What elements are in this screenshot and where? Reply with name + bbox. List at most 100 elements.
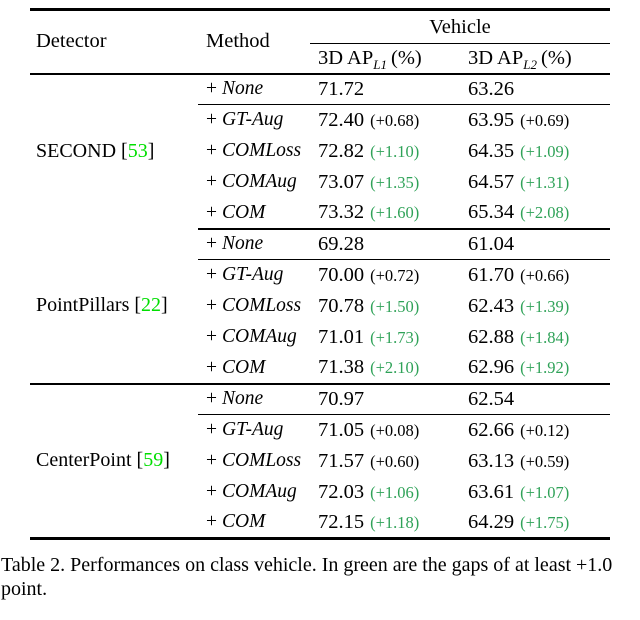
citation-link[interactable]: [22]	[134, 294, 167, 316]
ap-l2-cell: 63.61 (+1.07)	[460, 477, 610, 508]
ap-l2-cell: 63.95 (+0.69)	[460, 105, 610, 136]
table-caption: Table 2. Performances on class vehicle. …	[1, 554, 613, 601]
ap-l1-cell: 72.03 (+1.06)	[310, 477, 460, 508]
ap-l1-value: 72.15	[318, 510, 365, 533]
cite-number: 53	[127, 140, 148, 162]
method-plus: +	[206, 450, 217, 471]
ap-l1-value: 71.72	[318, 77, 365, 100]
citation-link[interactable]: [53]	[121, 140, 154, 162]
ap-l2-delta: (+0.59)	[520, 451, 570, 471]
ap-l2-value: 61.70	[468, 263, 515, 286]
ap-l1-delta: (+1.18)	[370, 512, 420, 532]
table-row: + GT-Aug 72.40 (+0.68) 63.95 (+0.69)	[30, 105, 610, 136]
ap-l1-delta: (+1.06)	[370, 482, 420, 502]
method-label: COMAug	[222, 326, 297, 347]
ap-l2-delta: (+0.66)	[520, 265, 570, 285]
ap-l2-value: 63.61	[468, 480, 515, 503]
ap-l2-value: 64.29	[468, 510, 515, 533]
ap-l2-header-prefix: 3D AP	[468, 46, 524, 69]
ap-l1-value: 70.97	[318, 387, 365, 410]
ap-l2-cell: 63.26	[460, 73, 611, 105]
method-label: None	[222, 78, 264, 100]
results-table: Detector Method Vehicle 3D APL1 (%) 3D AP…	[30, 8, 611, 540]
ap-l2-cell: 63.13 (+0.59)	[460, 446, 610, 477]
method-plus: +	[206, 295, 217, 316]
ap-l1-cell: 71.72	[310, 73, 460, 105]
ap-l2-delta: (+1.75)	[520, 512, 570, 532]
detector-cell: PointPillars [22]	[30, 228, 198, 385]
ap-l2-value: 62.88	[468, 325, 515, 348]
method-cell: + GT-Aug	[198, 415, 310, 446]
ap-l2-cell: 61.04	[460, 228, 611, 260]
method-label: GT-Aug	[222, 419, 284, 441]
ap-l1-value: 73.32	[318, 201, 365, 223]
method-label: COMAug	[222, 171, 297, 192]
column-header-method: Method	[198, 9, 310, 75]
method-cell: + COMAug	[198, 477, 310, 508]
cite-bracket-close: ]	[163, 449, 170, 472]
method-label: COM	[222, 201, 266, 223]
ap-l1-cell: 71.05 (+0.08)	[310, 415, 460, 446]
ap-l2-cell: 62.54	[460, 383, 611, 415]
ap-l1-cell: 70.00 (+0.72)	[310, 260, 460, 291]
method-label: COMLoss	[222, 140, 302, 161]
ap-l1-value: 70.78	[318, 294, 365, 317]
ap-l2-header-suffix: (%)	[541, 46, 572, 69]
method-cell: + COM	[198, 508, 310, 539]
ap-l2-delta: (+1.09)	[520, 141, 570, 161]
ap-l2-subscript: L2	[523, 56, 537, 72]
detector-cell: CenterPoint [59]	[30, 383, 198, 540]
table-row: + COMLoss 70.78 (+1.50) 62.43 (+1.39)	[30, 291, 610, 322]
method-cell: + COM	[198, 197, 310, 230]
ap-l2-delta: (+0.69)	[520, 110, 570, 130]
method-cell: + None	[198, 73, 310, 105]
method-cell: + GT-Aug	[198, 105, 310, 136]
method-label: COMAug	[222, 481, 297, 502]
ap-l1-value: 71.57	[318, 449, 365, 472]
ap-l1-cell: 72.15 (+1.18)	[310, 508, 460, 539]
detector-name: SECOND	[36, 140, 117, 162]
ap-l1-value: 72.40	[318, 108, 365, 131]
ap-l1-cell: 70.78 (+1.50)	[310, 291, 460, 322]
cite-bracket-open: [	[134, 294, 142, 316]
table-row: CenterPoint [59] + None 70.97 62.54	[30, 383, 611, 540]
ap-l2-value: 62.66	[468, 418, 515, 441]
ap-l2-value: 64.35	[468, 139, 515, 162]
detector-cell: SECOND [53]	[30, 74, 198, 229]
method-plus: +	[206, 419, 217, 441]
ap-l2-delta: (+1.92)	[520, 358, 570, 377]
ap-l2-delta: (+1.84)	[520, 327, 570, 347]
ap-l2-cell: 64.57 (+1.31)	[460, 167, 610, 198]
ap-l2-value: 62.96	[468, 356, 515, 378]
column-group-header-vehicle: Vehicle	[310, 9, 611, 44]
ap-l1-cell: 73.07 (+1.35)	[310, 167, 460, 198]
table-row: + COMLoss 72.82 (+1.10) 64.35 (+1.09)	[30, 136, 610, 167]
ap-l1-delta: (+0.08)	[370, 420, 420, 440]
ap-l2-delta: (+1.31)	[520, 172, 570, 192]
ap-l2-delta: (+0.12)	[520, 420, 570, 440]
detector-name: PointPillars	[36, 294, 130, 316]
ap-l1-value: 71.05	[318, 418, 365, 441]
ap-l1-header-prefix: 3D AP	[318, 46, 374, 69]
method-plus: +	[206, 171, 217, 192]
method-plus: +	[206, 109, 217, 131]
citation-link[interactable]: [59]	[137, 449, 170, 471]
column-header-ap-l1: 3D APL1 (%)	[310, 43, 460, 75]
table-row: + COM 72.15 (+1.18) 64.29 (+1.75)	[30, 508, 610, 539]
cite-bracket-close: ]	[161, 294, 168, 316]
table-row: SECOND [53] + None 71.72 63.26	[30, 73, 611, 162]
method-plus: +	[206, 140, 217, 161]
ap-l1-value: 71.01	[318, 325, 365, 348]
ap-l2-cell: 65.34 (+2.08)	[460, 197, 611, 230]
cite-bracket-close: ]	[147, 140, 155, 162]
ap-l1-delta: (+1.50)	[370, 296, 420, 316]
method-plus: +	[206, 78, 217, 100]
method-label: GT-Aug	[222, 109, 284, 131]
ap-l2-cell: 62.88 (+1.84)	[460, 322, 610, 353]
method-plus: +	[206, 356, 217, 378]
ap-l1-value: 73.07	[318, 170, 365, 193]
cite-number: 59	[143, 449, 164, 472]
ap-l2-delta: (+1.07)	[520, 482, 570, 502]
cite-number: 22	[141, 294, 162, 316]
method-label: COMLoss	[222, 295, 302, 316]
